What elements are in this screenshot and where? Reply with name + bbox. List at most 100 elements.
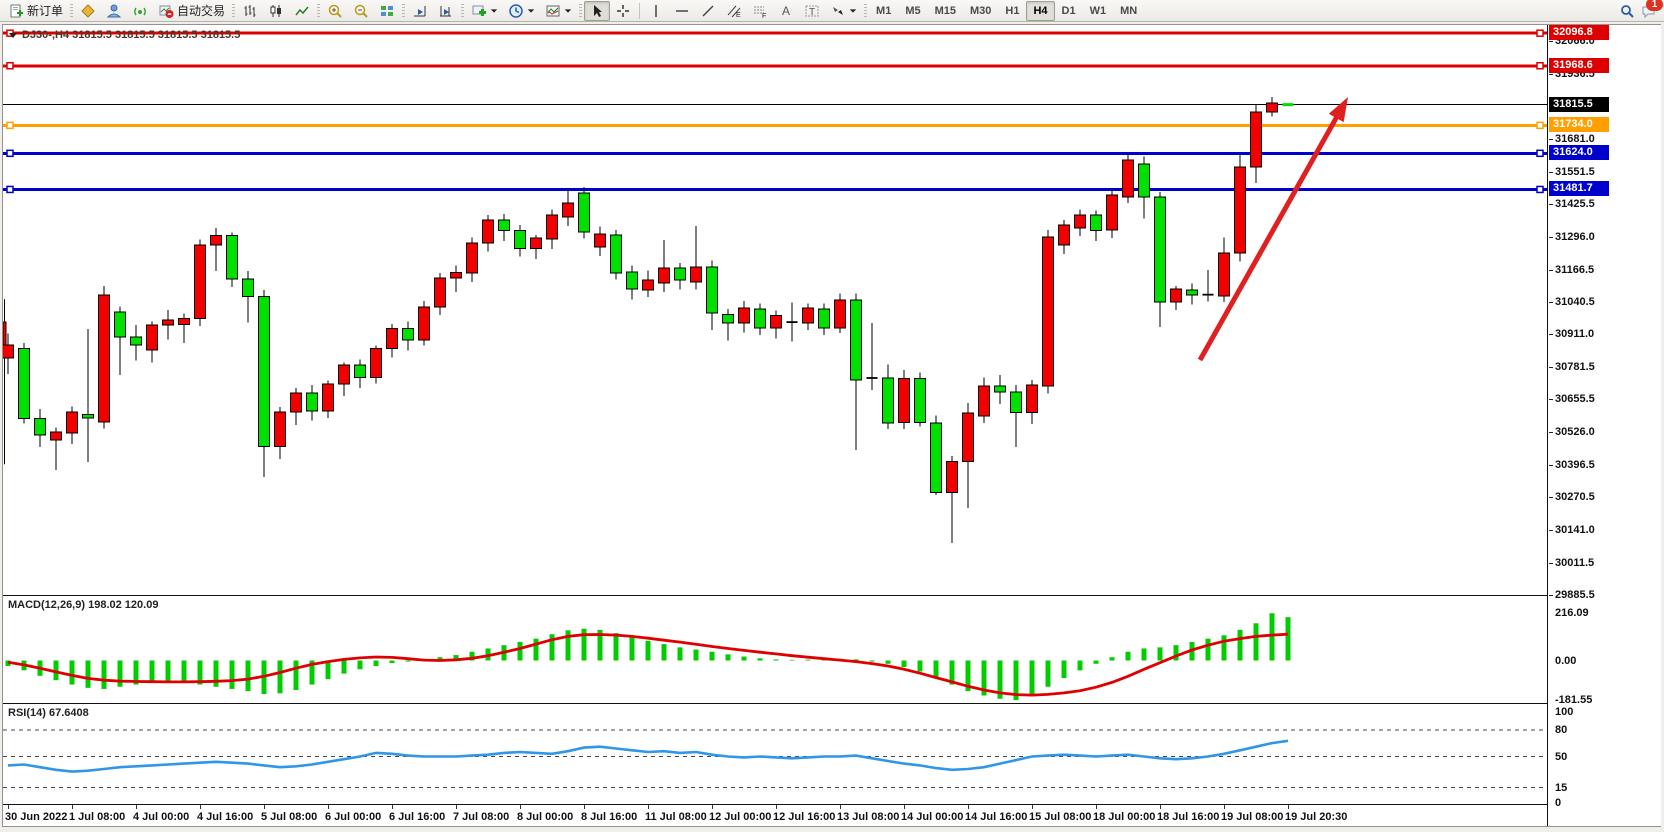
timeframe-M15[interactable]: M15 [934,4,956,17]
svg-text:E: E [736,12,741,19]
new-chart-button[interactable] [466,1,503,21]
auto-scroll-button[interactable] [407,1,433,21]
period-button[interactable] [503,1,540,21]
zoom-out-icon [353,3,369,19]
level-price-badge: 31734.0 [1549,117,1609,132]
time-axis[interactable]: 30 Jun 2022 1 Jul 08:00 4 Jul 00:00 4 Jul 1… [3,804,1661,826]
time-tick [328,805,329,809]
zoom-in-icon [327,3,343,19]
macd-axis-label: 216.09 [1555,607,1589,619]
rsi-axis-label: 50 [1555,751,1568,763]
notifications-icon[interactable]: 1 [1641,0,1663,19]
timeframe-MN[interactable]: MN [1120,4,1138,17]
timeframe-M1[interactable]: M1 [876,4,892,17]
svg-text:A: A [782,4,790,18]
time-tick [712,805,713,809]
trendline-icon [700,3,716,19]
time-tick [1096,805,1097,809]
symbol-dropdown-icon[interactable] [9,32,17,38]
timeframe-H1[interactable]: H1 [1005,4,1020,17]
price-tick-label: 30781.5 [1555,361,1595,373]
main-chart-pane[interactable]: DJ30-,H4 31815.5 31815.5 31815.5 31815.5 [3,25,1547,596]
macd-pane[interactable]: MACD(12,26,9) 198.02 120.09 [3,596,1547,704]
time-tick [1288,805,1289,809]
candlestick-chart[interactable] [3,25,1547,596]
label-tool-button[interactable]: T [799,1,825,21]
market-watch-button[interactable] [75,1,101,21]
horizontal-line-icon [674,3,690,19]
new-order-button[interactable]: 新订单 [3,1,68,21]
bar-chart-button[interactable] [237,1,263,21]
cursor-tool-button[interactable] [584,0,611,21]
time-tick [264,805,265,809]
price-tick-dash [1549,237,1553,238]
main-toolbar: 新订单 自动交易 [0,0,1664,22]
time-tick [8,805,9,809]
search-icon[interactable] [1619,3,1635,19]
time-label: 4 Jul 00:00 [133,811,190,823]
price-tick-label: 31040.5 [1555,296,1595,308]
new-chart-icon [471,3,487,19]
line-chart-button[interactable] [289,1,315,21]
level-price-badge: 31624.0 [1549,145,1609,160]
crosshair-tool-button[interactable] [610,1,636,21]
timeframe-W1[interactable]: W1 [1089,4,1107,17]
indicators-button[interactable] [540,1,577,21]
time-label: 8 Jul 16:00 [581,811,638,823]
rsi-label: RSI(14) 67.6408 [8,707,89,719]
time-label: 6 Jul 16:00 [389,811,446,823]
channel-tool-button[interactable]: E [721,1,747,21]
level-price-badge: 31481.7 [1549,181,1609,196]
candlestick-chart-icon [268,3,284,19]
zoom-in-button[interactable] [322,1,348,21]
timeframe-M30[interactable]: M30 [970,4,992,17]
time-label: 8 Jul 00:00 [517,811,574,823]
price-tick-label: 31296.0 [1555,231,1595,243]
indicators-icon [545,3,561,19]
community-icon [106,3,122,19]
fibonacci-tool-button[interactable]: F [747,1,773,21]
chart-title-text: DJ30-,H4 31815.5 31815.5 31815.5 31815.5 [22,29,241,41]
time-tick [1032,805,1033,809]
auto-trading-button[interactable]: 自动交易 [153,1,230,21]
time-label: 7 Jul 08:00 [453,811,510,823]
rsi-pane[interactable]: RSI(14) 67.6408 [3,704,1547,804]
new-order-icon [8,3,24,19]
new-order-label: 新订单 [27,4,64,18]
candlestick-chart-button[interactable] [263,1,289,21]
arrows-tool-button[interactable] [825,1,862,21]
price-axis[interactable]: 32066.0 31936.5 31681.0 31551.5 31425.5 31296… [1547,25,1661,826]
auto-scroll-icon [412,3,428,19]
timeframe-D1[interactable]: D1 [1061,4,1076,17]
chart-shift-button[interactable] [433,1,459,21]
price-tick-dash [1549,334,1553,335]
current-price-badge: 31815.5 [1549,97,1609,112]
zoom-out-button[interactable] [348,1,374,21]
horizontal-line-tool-button[interactable] [669,1,695,21]
price-tick-dash [1549,465,1553,466]
timeframe-H4[interactable]: H4 [1026,0,1055,21]
trendline-tool-button[interactable] [695,1,721,21]
rsi-axis-label: 100 [1555,706,1574,718]
community-button[interactable] [101,1,127,21]
text-tool-button[interactable]: A [773,1,799,21]
price-tick-dash [1549,497,1553,498]
time-tick [776,805,777,809]
auto-trading-icon [158,3,174,19]
vertical-line-tool-button[interactable] [643,1,669,21]
text-icon: A [778,3,794,19]
price-tick-dash [1549,74,1553,75]
price-tick-label: 31681.0 [1555,133,1595,145]
price-tick-dash [1549,595,1553,596]
signals-button[interactable] [127,1,153,21]
macd-axis-label: 0.00 [1555,655,1577,667]
tile-windows-button[interactable] [374,1,400,21]
chart-title: DJ30-,H4 31815.5 31815.5 31815.5 31815.5 [9,29,240,41]
timeframe-M5[interactable]: M5 [905,4,921,17]
time-label: 5 Jul 08:00 [261,811,318,823]
price-tick-label: 31166.5 [1555,264,1595,276]
arrows-icon [830,3,846,19]
time-tick [456,805,457,809]
price-tick-label: 30270.5 [1555,491,1595,503]
